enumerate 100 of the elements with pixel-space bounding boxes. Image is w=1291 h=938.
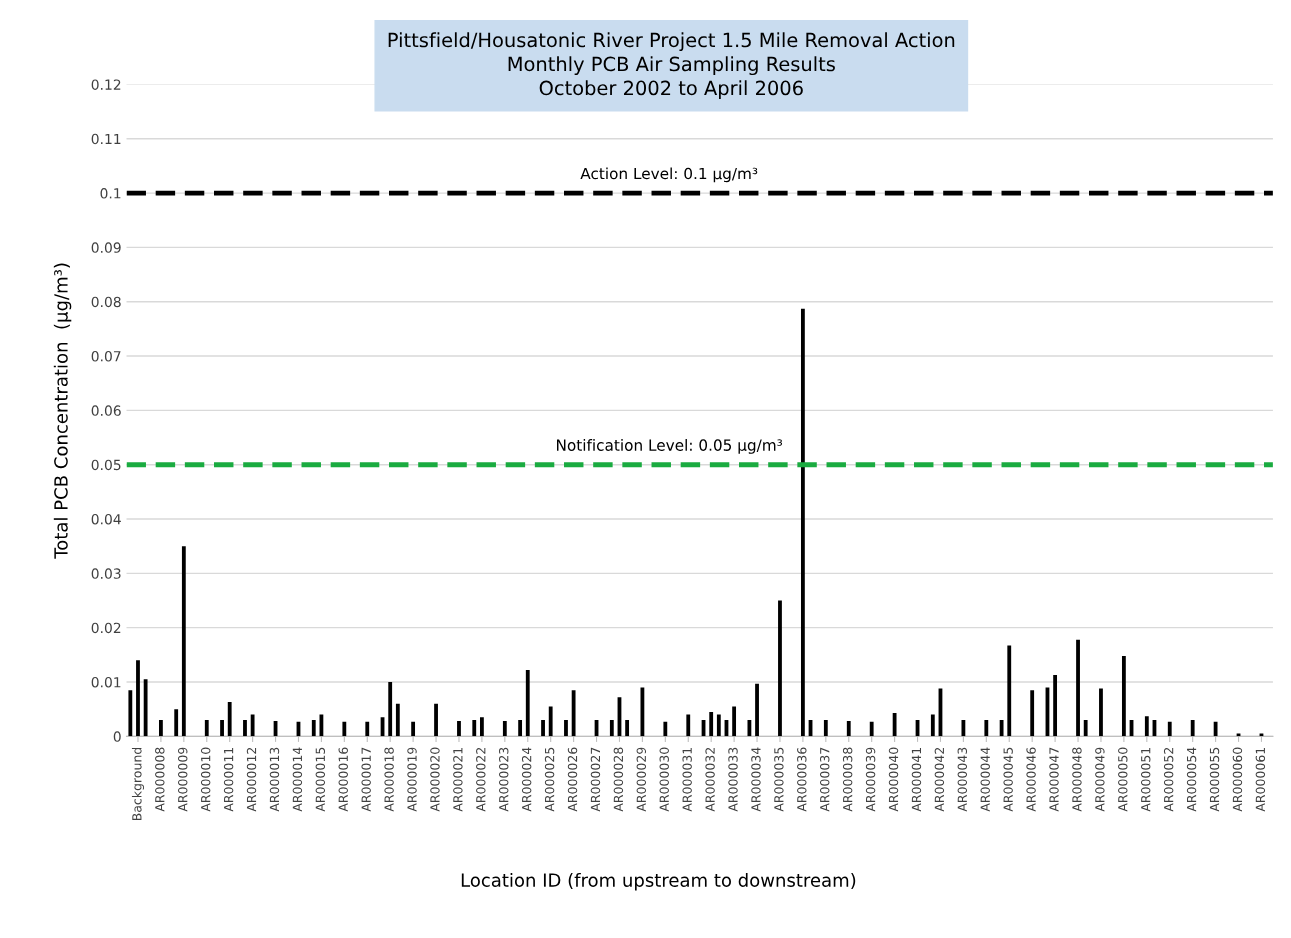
x-tick-label: AR000024 bbox=[521, 747, 532, 812]
bar bbox=[365, 721, 370, 737]
bar bbox=[663, 721, 668, 737]
y-tick-label: 0.01 bbox=[91, 676, 121, 688]
bar bbox=[457, 721, 461, 737]
x-tick-label: AR000042 bbox=[934, 748, 945, 812]
x-tick-label: Background bbox=[131, 747, 145, 821]
bar bbox=[571, 690, 576, 737]
x-tick-label: AR000036 bbox=[797, 747, 807, 812]
x-tick-label: AR000021 bbox=[453, 747, 463, 812]
x-tick-label: AR000028 bbox=[613, 747, 624, 812]
bar bbox=[930, 714, 935, 737]
bar bbox=[136, 660, 140, 737]
x-tick-label: AR000055 bbox=[1209, 747, 1220, 812]
x-tick-label: AR000040 bbox=[888, 747, 899, 812]
x-tick-label: AR000047 bbox=[1049, 747, 1059, 812]
x-tick-label: AR000009 bbox=[178, 747, 188, 812]
x-tick-label: AR000015 bbox=[315, 747, 326, 812]
y-tick-label: 0.06 bbox=[91, 405, 121, 416]
x-tick-label: AR000018 bbox=[384, 747, 394, 812]
bar bbox=[502, 721, 507, 737]
x-tick-label: AR000019 bbox=[407, 747, 417, 812]
bar bbox=[1083, 720, 1088, 737]
x-tick-label: AR000035 bbox=[774, 747, 784, 812]
bar bbox=[732, 706, 737, 737]
x-tick-label: AR000020 bbox=[430, 747, 440, 812]
bar bbox=[143, 679, 148, 737]
x-tick-label: AR000037 bbox=[820, 747, 830, 812]
bar bbox=[388, 682, 393, 737]
bar bbox=[525, 670, 530, 737]
bar bbox=[541, 720, 545, 737]
bar bbox=[128, 690, 133, 737]
bar bbox=[479, 717, 484, 737]
x-tick-label: AR000023 bbox=[499, 747, 509, 812]
y-tick-label: 0.03 bbox=[91, 568, 121, 579]
chart-title: Pittsfield/Housatonic River Project 1.5 Mile Removal Action Monthly PCB Air Sampling Results October 2002 to April 2006 bbox=[388, 32, 955, 100]
bar bbox=[984, 720, 989, 737]
x-tick-label: AR000051 bbox=[1140, 747, 1151, 812]
bar bbox=[609, 720, 614, 737]
bar bbox=[411, 721, 416, 737]
x-tick-label: AR000043 bbox=[957, 747, 968, 812]
x-tick-label: AR000034 bbox=[751, 747, 761, 812]
x-tick-label: AR000030 bbox=[659, 747, 669, 812]
bar bbox=[1190, 720, 1195, 737]
bar bbox=[243, 720, 247, 737]
x-tick-label: AR000022 bbox=[476, 748, 486, 812]
bar bbox=[1076, 639, 1080, 737]
y-axis-title: Total PCB Concentration (µg/m³) bbox=[53, 263, 72, 559]
bar bbox=[181, 546, 186, 737]
bar bbox=[823, 720, 828, 737]
x-tick-label: AR000052 bbox=[1163, 748, 1174, 812]
x-tick-label: AR000050 bbox=[1118, 747, 1128, 812]
x-tick-label: AR000016 bbox=[338, 747, 348, 812]
bar bbox=[869, 721, 874, 737]
x-tick-label: AR000013 bbox=[269, 747, 280, 812]
x-tick-label: AR000039 bbox=[865, 747, 876, 812]
bar bbox=[686, 714, 691, 737]
bar bbox=[472, 720, 477, 737]
x-tick-label: AR000029 bbox=[636, 747, 647, 812]
bar bbox=[159, 720, 163, 737]
bar bbox=[800, 308, 805, 737]
y-tick-label: 0 bbox=[113, 731, 121, 742]
x-axis-title: Location ID (from upstream to downstream) bbox=[461, 872, 856, 891]
x-tick-label: AR000041 bbox=[911, 747, 922, 812]
x-tick-label: AR000031 bbox=[682, 747, 692, 812]
x-tick-label: AR000061 bbox=[1255, 747, 1266, 812]
y-tick-label: 0.07 bbox=[91, 351, 121, 362]
y-tick-label: 0.09 bbox=[91, 242, 121, 253]
x-tick-label: AR000048 bbox=[1072, 747, 1082, 812]
x-tick-label: AR000038 bbox=[842, 747, 853, 812]
x-tick-label: AR000012 bbox=[246, 748, 257, 812]
bar bbox=[999, 720, 1004, 737]
bar bbox=[755, 683, 759, 737]
bar bbox=[640, 687, 645, 737]
y-tick-label: 0.11 bbox=[91, 133, 121, 145]
bar bbox=[220, 720, 224, 737]
x-tick-label: AR000027 bbox=[590, 747, 601, 812]
ref-line-label: Notification Level: 0.05 µg/m³ bbox=[557, 439, 783, 454]
bar bbox=[174, 709, 179, 737]
x-tick-label: AR000011 bbox=[223, 747, 234, 812]
y-tick-label: 0.12 bbox=[91, 79, 121, 90]
bar bbox=[709, 711, 714, 737]
bar bbox=[625, 720, 630, 737]
x-tick-label: AR000045 bbox=[1003, 747, 1013, 812]
bar bbox=[319, 714, 324, 737]
bar bbox=[846, 721, 851, 737]
x-tick-label: AR000008 bbox=[155, 747, 165, 812]
bar bbox=[892, 712, 897, 737]
bar bbox=[548, 706, 553, 737]
x-tick-label: AR000054 bbox=[1186, 747, 1197, 812]
bar bbox=[434, 703, 438, 737]
bar bbox=[1121, 655, 1126, 737]
y-tick-label: 0.04 bbox=[91, 514, 121, 525]
bar bbox=[227, 702, 232, 737]
bar bbox=[395, 703, 400, 737]
bar bbox=[564, 720, 568, 737]
x-tick-label: AR000010 bbox=[200, 747, 211, 812]
bar bbox=[518, 720, 523, 737]
bar bbox=[1144, 716, 1149, 737]
bar bbox=[778, 600, 782, 737]
